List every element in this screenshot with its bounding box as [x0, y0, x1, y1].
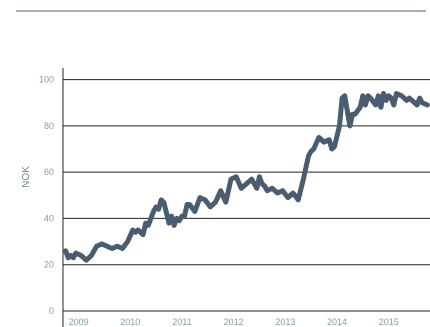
y-tick-label: 40 — [44, 213, 54, 223]
x-tick-label: 2012 — [224, 317, 244, 327]
gridlines — [63, 79, 430, 312]
x-tick-label: 2015 — [379, 317, 399, 327]
x-tick-label: 2013 — [275, 317, 295, 327]
x-tick-labels: 20092010201120122013201420152016 — [69, 317, 399, 327]
y-tick-label: 20 — [44, 260, 54, 270]
y-axis-label: NOK — [21, 166, 32, 188]
y-tick-label: 80 — [44, 121, 54, 131]
x-tick-label: 2014 — [327, 317, 347, 327]
x-tick-label: 2011 — [172, 317, 191, 327]
series-line-nok — [63, 91, 430, 263]
y-tick-label: 60 — [44, 167, 54, 177]
y-tick-label: 100 — [39, 75, 54, 85]
x-tick-label: 2009 — [69, 317, 89, 327]
y-tick-label: 0 — [49, 306, 54, 316]
y-tick-labels: 0 20 40 60 80 100 — [39, 75, 54, 316]
x-tick-label: 2010 — [120, 317, 140, 327]
